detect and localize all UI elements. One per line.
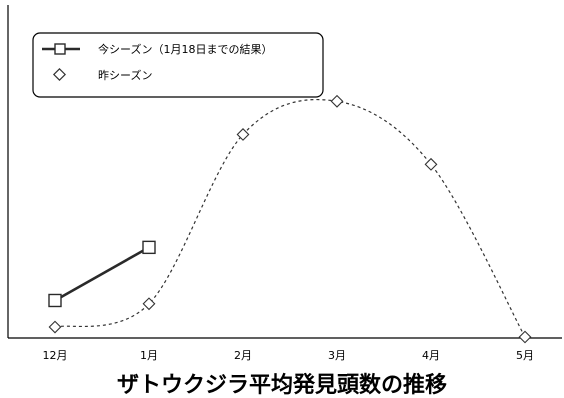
series-previous-season	[48, 94, 532, 344]
x-tick-label: 2月	[234, 349, 252, 362]
x-tick-label: 12月	[43, 349, 68, 362]
data-point	[236, 128, 250, 141]
axes	[7, 5, 562, 339]
legend-marker-square	[54, 43, 66, 55]
series-current-season	[48, 240, 156, 308]
data-point	[330, 94, 344, 108]
legend-item-current: 今シーズン（1月18日までの結果）	[42, 42, 272, 56]
data-point	[48, 320, 62, 334]
series-line	[54, 246, 150, 302]
x-tick-label: 1月	[140, 349, 158, 362]
legend-label-previous: 昨シーズン	[98, 68, 152, 82]
x-tick-label: 3月	[328, 349, 346, 362]
legend: 今シーズン（1月18日までの結果） 昨シーズン	[32, 32, 324, 98]
x-tick-label: 5月	[516, 349, 534, 362]
data-point	[424, 157, 438, 171]
data-point	[518, 330, 532, 344]
x-tick-labels: 12月 1月 2月 3月 4月 5月	[43, 349, 535, 362]
legend-marker-diamond	[52, 67, 67, 82]
data-point	[142, 297, 156, 311]
legend-box	[32, 32, 324, 98]
x-tick-label: 4月	[422, 349, 440, 362]
series-layer	[48, 94, 532, 344]
legend-item-previous: 昨シーズン	[52, 67, 152, 82]
chart-title: ザトウクジラ平均発見頭数の推移	[117, 372, 447, 398]
legend-label-current: 今シーズン（1月18日までの結果）	[98, 42, 272, 56]
series-line	[54, 99, 526, 338]
data-point	[142, 240, 156, 255]
data-point	[48, 293, 62, 308]
